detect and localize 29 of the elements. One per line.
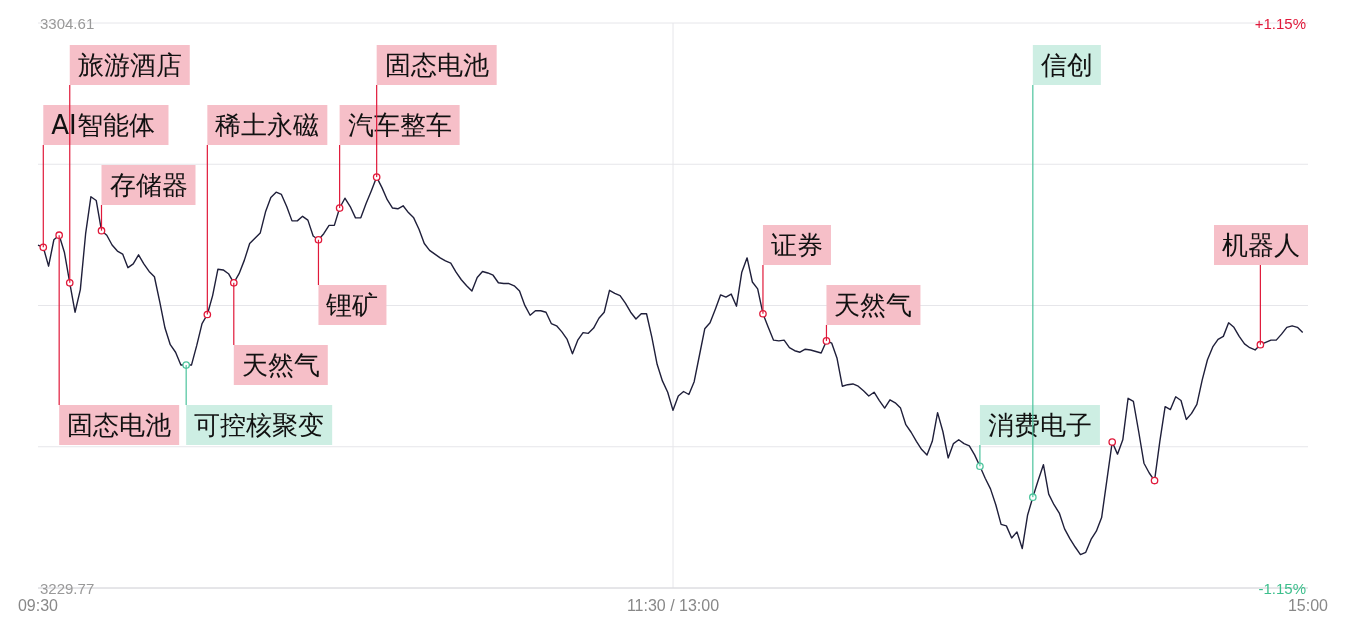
annotation: 天然气	[241, 350, 320, 380]
y-tick-label: 3229.77	[40, 579, 95, 597]
y2-tick-label: +1.15%	[1254, 14, 1306, 32]
annotation: 信创	[1040, 50, 1093, 80]
point	[314, 235, 323, 244]
point	[203, 310, 212, 319]
annotation: 存储器	[109, 170, 188, 200]
annotation: 证券	[770, 230, 823, 260]
annotation: 锂矿	[325, 290, 379, 320]
annotation: 机器人	[1222, 230, 1300, 260]
annotation: 固态电池	[67, 410, 172, 440]
point	[335, 204, 344, 212]
annotation: 固态电池	[384, 50, 489, 80]
annotation: 可控核聚变	[194, 410, 325, 440]
point	[1150, 476, 1159, 485]
y2-tick-label: -1.15%	[1258, 579, 1306, 597]
annotation: 稀土永磁	[215, 110, 320, 140]
x-tick-label: 11:30 / 13:00	[626, 596, 720, 614]
annotation: 天然气	[834, 290, 913, 320]
point	[229, 278, 238, 287]
annotation: 旅游酒店	[77, 50, 182, 80]
point	[39, 243, 48, 252]
point	[372, 173, 381, 181]
point	[1028, 493, 1037, 502]
y-tick-label: 3304.61	[40, 14, 95, 32]
x-tick-label: 09:30	[17, 596, 59, 614]
point	[1108, 438, 1117, 446]
annotation: 消费电子	[987, 410, 1092, 440]
x-tick-label: 15:00	[1287, 596, 1329, 614]
